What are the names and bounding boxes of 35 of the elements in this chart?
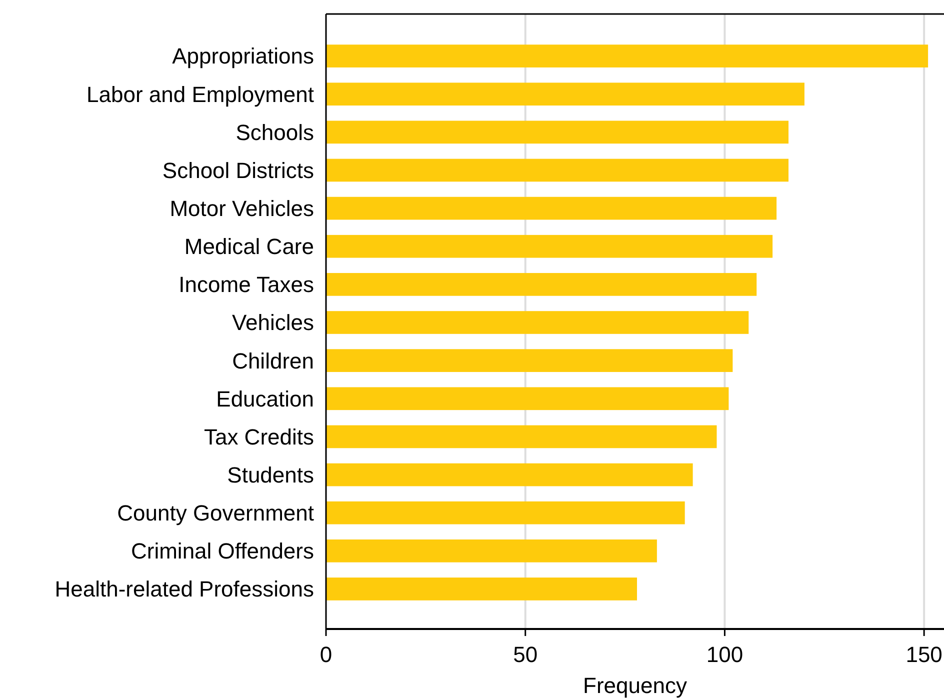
x-axis-title: Frequency (583, 673, 687, 698)
bar (326, 539, 657, 562)
bar (326, 311, 749, 334)
y-tick-label: County Government (117, 500, 314, 526)
bar (326, 120, 789, 144)
y-tick-label: Tax Credits (204, 424, 314, 450)
bar (326, 501, 685, 524)
x-tick-label: 0 (320, 642, 332, 667)
bar (326, 463, 693, 486)
y-tick-label: Children (232, 348, 314, 374)
bar (326, 196, 777, 220)
y-tick-label: Labor and Employment (86, 82, 314, 107)
bar (326, 273, 757, 296)
y-tick-label: Medical Care (184, 234, 314, 260)
y-tick-label: Income Taxes (178, 272, 314, 298)
bar (326, 425, 717, 448)
y-tick-label: Vehicles (232, 310, 314, 336)
bar (326, 82, 804, 106)
bar (326, 158, 789, 182)
x-tick-label: 50 (513, 642, 538, 667)
bar (326, 349, 733, 372)
y-tick-label: Criminal Offenders (131, 538, 314, 564)
bar (326, 578, 637, 600)
bar (326, 44, 928, 68)
bar (326, 234, 773, 258)
y-tick-label: Motor Vehicles (170, 196, 314, 221)
y-tick-label: Appropriations (172, 44, 314, 69)
y-tick-label: Health-related Professions (54, 576, 314, 602)
bar (326, 387, 729, 410)
x-tick-label: 100 (706, 642, 744, 667)
x-tick-label: 150 (906, 642, 942, 667)
y-tick-label: Students (227, 462, 314, 488)
y-tick-label: Education (216, 386, 314, 412)
y-tick-label: School Districts (162, 158, 314, 183)
y-tick-label: Schools (236, 120, 314, 145)
